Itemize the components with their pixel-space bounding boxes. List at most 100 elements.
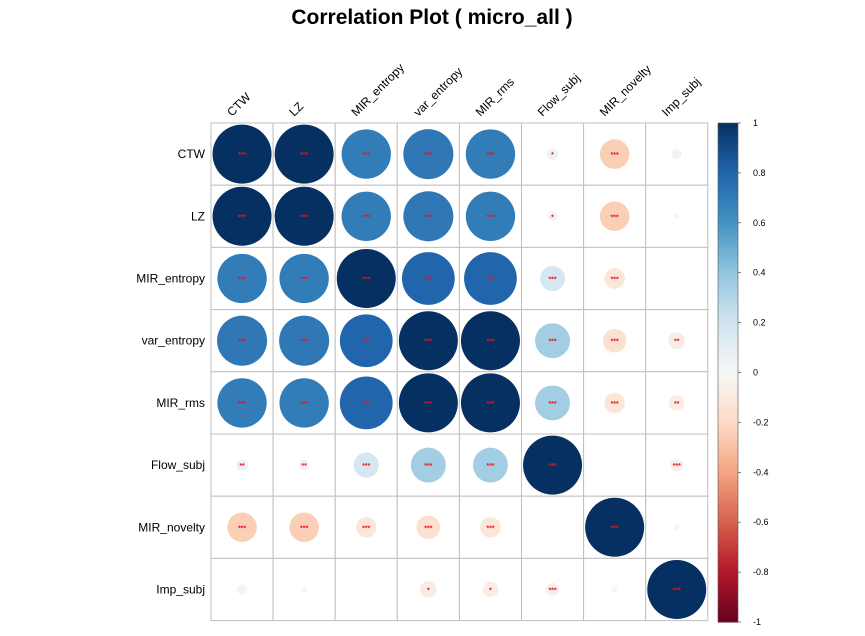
colorbar-segment bbox=[718, 215, 738, 219]
correlation-circle bbox=[599, 201, 630, 232]
colorbar-segment bbox=[718, 317, 738, 321]
colorbar-segment bbox=[718, 474, 738, 478]
colorbar-segment bbox=[718, 612, 738, 616]
correlation-circle bbox=[673, 213, 680, 220]
correlation-circle bbox=[472, 447, 508, 483]
colorbar-segment bbox=[718, 469, 738, 473]
grid-cell bbox=[583, 433, 647, 497]
colorbar-segment bbox=[718, 522, 738, 526]
colorbar-segment bbox=[718, 195, 738, 199]
colorbar-segment bbox=[718, 594, 738, 598]
significance-star: * bbox=[427, 588, 430, 595]
grid-cell bbox=[583, 371, 647, 435]
significance-star: *** bbox=[611, 277, 619, 284]
correlation-circle bbox=[599, 139, 630, 169]
colorbar-segment bbox=[718, 262, 738, 266]
correlation-circle bbox=[236, 459, 248, 471]
colorbar-segment bbox=[718, 265, 738, 269]
correlation-circle bbox=[464, 252, 517, 305]
colorbar-segment bbox=[718, 177, 738, 181]
colorbar-segment bbox=[718, 327, 738, 331]
significance-star: *** bbox=[362, 401, 370, 408]
colorbar-segment bbox=[718, 442, 738, 446]
correlation-circle bbox=[299, 459, 310, 471]
significance-star: ** bbox=[301, 463, 307, 470]
colorbar-segment bbox=[718, 512, 738, 516]
correlation-circle bbox=[398, 311, 458, 371]
significance-star: *** bbox=[238, 277, 246, 284]
colorbar-segment bbox=[718, 434, 738, 438]
colorbar-segment bbox=[718, 315, 738, 319]
colorbar-segment bbox=[718, 155, 738, 159]
correlation-circle bbox=[339, 314, 393, 368]
colorbar-segment bbox=[718, 607, 738, 611]
colorbar-segment bbox=[718, 549, 738, 553]
colorbar-segment bbox=[718, 542, 738, 546]
colorbar-segment bbox=[718, 287, 738, 291]
significance-star: *** bbox=[424, 401, 432, 408]
correlation-circle bbox=[212, 186, 272, 246]
correlation-circle bbox=[217, 315, 268, 366]
colorbar-segment bbox=[718, 559, 738, 563]
correlation-circle bbox=[289, 512, 319, 543]
correlation-circle bbox=[460, 373, 520, 433]
colorbar-segment bbox=[718, 539, 738, 543]
correlation-circle bbox=[279, 378, 329, 428]
colorbar-tick-label: -0.2 bbox=[753, 417, 769, 427]
colorbar-segment bbox=[718, 374, 738, 379]
colorbar-segment bbox=[718, 135, 738, 139]
colorbar-segment bbox=[718, 527, 738, 531]
significance-star: *** bbox=[424, 152, 432, 159]
column-label: LZ bbox=[286, 99, 306, 119]
colorbar-segment bbox=[718, 462, 738, 466]
colorbar-segment bbox=[718, 509, 738, 513]
significance-star: *** bbox=[486, 339, 494, 346]
significance-star: ** bbox=[239, 463, 245, 470]
colorbar-tick-label: 1 bbox=[753, 118, 758, 128]
colorbar-segment bbox=[718, 452, 738, 456]
correlation-circle bbox=[420, 581, 437, 598]
colorbar-segment bbox=[718, 587, 738, 591]
significance-star: *** bbox=[486, 463, 494, 470]
colorbar-segment bbox=[718, 125, 738, 129]
grid-cell bbox=[521, 246, 585, 311]
colorbar-segment bbox=[718, 260, 738, 264]
significance-star: * bbox=[551, 152, 554, 159]
colorbar-segment bbox=[718, 407, 738, 411]
colorbar-segment bbox=[718, 275, 738, 279]
colorbar-segment bbox=[718, 532, 738, 536]
significance-star: *** bbox=[486, 214, 494, 221]
significance-star: *** bbox=[362, 463, 370, 470]
correlation-circle bbox=[279, 253, 329, 304]
correlation-circle bbox=[274, 124, 334, 184]
colorbar-segment bbox=[718, 217, 738, 221]
significance-star: *** bbox=[238, 525, 246, 532]
colorbar-segment bbox=[718, 307, 738, 311]
colorbar-segment bbox=[718, 447, 738, 451]
colorbar-segment bbox=[718, 222, 738, 226]
significance-star: *** bbox=[238, 339, 246, 346]
correlation-circle bbox=[480, 517, 501, 538]
colorbar-segment bbox=[718, 567, 738, 571]
colorbar-segment bbox=[718, 499, 738, 503]
colorbar-segment bbox=[718, 332, 738, 336]
colorbar-segment bbox=[718, 257, 738, 261]
colorbar-segment bbox=[718, 362, 738, 366]
colorbar-segment bbox=[718, 414, 738, 419]
correlation-circle bbox=[217, 253, 267, 304]
colorbar-segment bbox=[718, 379, 738, 384]
row-label: CTW bbox=[178, 147, 206, 161]
significance-star: *** bbox=[300, 277, 308, 284]
grid-cell bbox=[521, 184, 585, 248]
colorbar-segment bbox=[718, 482, 738, 486]
colorbar-segment bbox=[718, 137, 738, 142]
colorbar-segment bbox=[718, 467, 738, 471]
colorbar-segment bbox=[718, 192, 738, 196]
significance-star: *** bbox=[424, 525, 432, 532]
colorbar-segment bbox=[718, 454, 738, 458]
colorbar-segment bbox=[718, 167, 738, 172]
colorbar-segment bbox=[718, 295, 738, 299]
colorbar-segment bbox=[718, 142, 738, 147]
correlation-circle bbox=[668, 332, 686, 350]
correlation-circle bbox=[535, 323, 571, 359]
